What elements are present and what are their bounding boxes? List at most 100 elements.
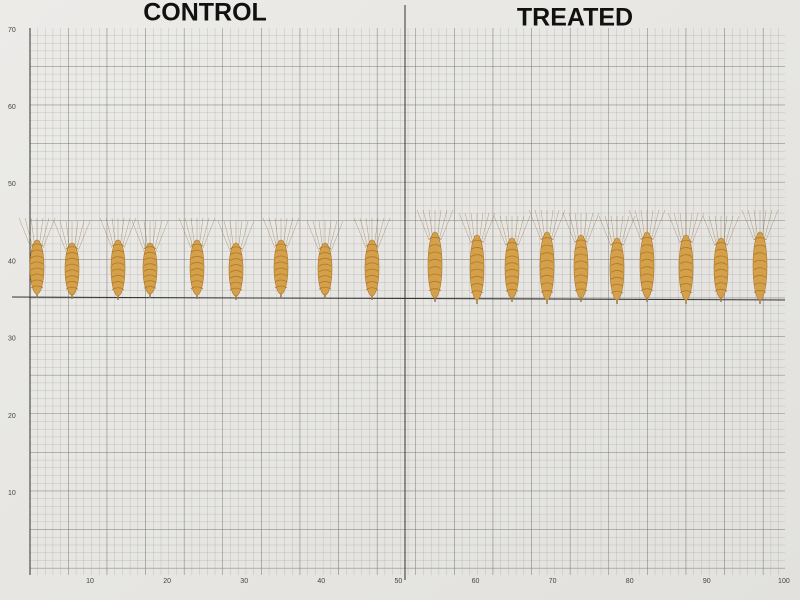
spikelet xyxy=(111,268,125,272)
spikelet xyxy=(30,243,44,247)
spike-body xyxy=(469,234,485,301)
awn xyxy=(178,217,192,249)
spikelet xyxy=(111,250,125,253)
awn xyxy=(312,220,322,252)
spikelet xyxy=(365,250,379,253)
awn xyxy=(724,215,734,247)
spikelet xyxy=(679,290,693,294)
spikelet xyxy=(190,249,204,253)
spikelet xyxy=(610,290,624,294)
awn xyxy=(262,217,276,249)
spikelet xyxy=(365,274,379,278)
awn xyxy=(568,212,578,244)
awn xyxy=(359,217,369,249)
spikelet xyxy=(540,237,554,240)
spikelet xyxy=(229,246,243,250)
awn xyxy=(517,215,531,247)
y-axis-label: 60 xyxy=(8,104,16,111)
awn xyxy=(493,215,507,247)
awn xyxy=(708,215,718,247)
spikelet xyxy=(111,243,125,247)
spikelet xyxy=(714,268,728,272)
spikelet xyxy=(428,288,442,292)
awn xyxy=(691,212,705,244)
awn xyxy=(131,220,145,252)
wheat-spike xyxy=(458,212,496,304)
spikelet xyxy=(714,255,728,259)
spikelet xyxy=(640,273,654,277)
awn xyxy=(42,217,56,249)
wheat-spike xyxy=(598,215,636,304)
awn xyxy=(622,215,636,247)
awn xyxy=(416,209,430,241)
spikelet xyxy=(428,280,442,284)
baseline xyxy=(11,296,786,301)
spikelet xyxy=(365,262,379,266)
wheat-spike xyxy=(217,220,255,300)
spikelet xyxy=(505,282,519,286)
x-axis-label: 90 xyxy=(703,578,711,585)
awn xyxy=(99,217,113,249)
spikelet xyxy=(111,274,125,278)
spikelet xyxy=(640,236,654,240)
spikelet xyxy=(640,258,654,262)
wheat-spike xyxy=(562,212,600,302)
awn xyxy=(634,209,644,241)
spikelet xyxy=(640,280,654,284)
spikelet xyxy=(714,248,728,252)
spikelet xyxy=(679,283,693,286)
x-axis-label: 60 xyxy=(472,578,480,585)
spikelet xyxy=(65,246,79,250)
spikelet xyxy=(428,273,442,277)
y-axis-label: 70 xyxy=(8,27,16,34)
spikelet xyxy=(143,274,157,278)
awn xyxy=(328,220,338,252)
awn xyxy=(422,209,432,241)
spikelet xyxy=(505,248,519,252)
spikelet xyxy=(574,281,588,285)
spikelet xyxy=(610,283,624,287)
spikelet xyxy=(318,275,332,279)
y-axis-label: 40 xyxy=(8,258,16,265)
wheat-spike xyxy=(178,217,216,299)
spikelet xyxy=(318,286,332,290)
spikelet xyxy=(714,275,728,279)
awn xyxy=(53,220,67,252)
awn xyxy=(184,217,194,249)
spikelet xyxy=(505,242,519,246)
spikelet xyxy=(640,244,654,248)
awn xyxy=(620,215,630,247)
spikelet xyxy=(428,266,442,270)
spikelet xyxy=(274,279,288,283)
axis-labels: 70 60 50 40 30 20 10 10 20 30 40 50 60 70 80 90 100 xyxy=(8,27,790,585)
awn xyxy=(286,217,300,249)
spikelet xyxy=(428,244,442,248)
spikelet xyxy=(111,281,125,284)
y-axis-label: 50 xyxy=(8,181,16,188)
wheat-spike xyxy=(262,217,300,298)
awn xyxy=(59,220,69,252)
spikelet xyxy=(574,253,588,257)
awn xyxy=(440,209,454,241)
awn xyxy=(584,212,594,244)
spike-body xyxy=(678,234,694,301)
spikelet xyxy=(318,246,332,250)
spikelet xyxy=(640,288,654,292)
awn xyxy=(153,220,163,252)
awn xyxy=(550,209,560,241)
spikelet xyxy=(65,263,79,267)
awn xyxy=(284,217,294,249)
spikelet xyxy=(229,252,243,256)
awn xyxy=(552,209,566,241)
control-title: CONTROL xyxy=(143,0,267,27)
spikelet xyxy=(428,236,442,240)
spikelet xyxy=(470,247,484,250)
spikelet xyxy=(30,267,44,271)
awn xyxy=(24,217,34,249)
spikelet xyxy=(365,281,379,284)
spike-body xyxy=(427,231,443,299)
spikelet xyxy=(65,281,79,284)
wheat-spikes xyxy=(18,209,779,304)
wheat-spike xyxy=(628,209,666,302)
